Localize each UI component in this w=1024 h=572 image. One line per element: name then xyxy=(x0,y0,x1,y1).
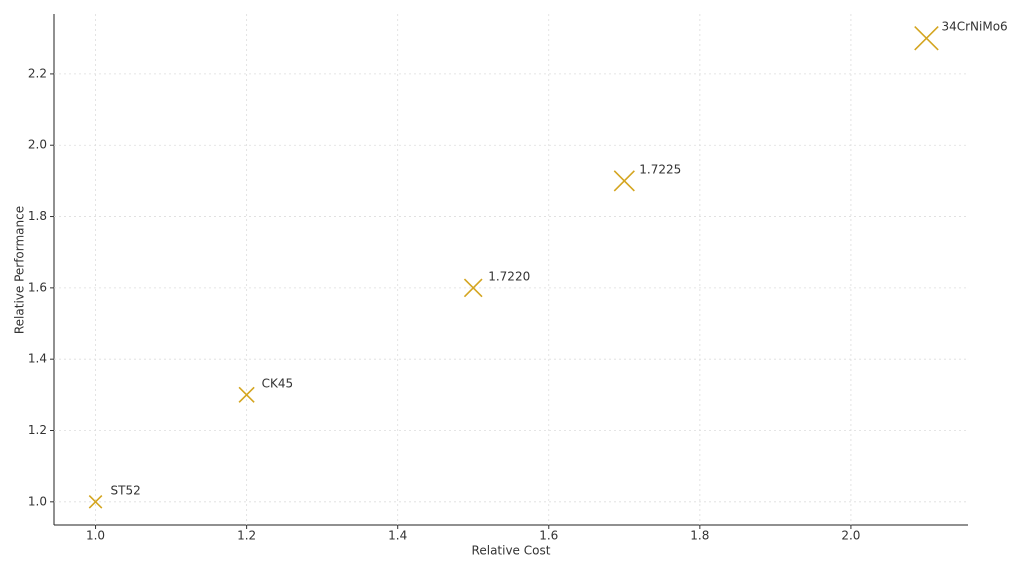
point-label: 1.7225 xyxy=(639,162,681,176)
x-tick-label: 2.0 xyxy=(841,529,860,543)
point-label: CK45 xyxy=(262,376,294,390)
y-tick-label: 2.2 xyxy=(28,66,47,80)
y-tick-label: 1.6 xyxy=(28,280,47,294)
y-tick-label: 1.0 xyxy=(28,494,47,508)
x-tick-label: 1.6 xyxy=(539,529,558,543)
y-axis-label: Relative Performance xyxy=(13,206,27,334)
y-tick-label: 2.0 xyxy=(28,138,47,152)
point xyxy=(463,278,483,298)
point xyxy=(613,170,635,192)
point xyxy=(238,386,255,403)
y-tick-label: 1.8 xyxy=(28,209,47,223)
x-tick-label: 1.4 xyxy=(388,529,407,543)
x-tick-label: 1.0 xyxy=(86,529,105,543)
point-label: 1.7220 xyxy=(488,269,530,283)
x-axis-label: Relative Cost xyxy=(472,544,551,558)
y-tick-label: 1.4 xyxy=(28,352,47,366)
x-tick-label: 1.8 xyxy=(690,529,709,543)
point xyxy=(88,494,103,509)
point-label: 34CrNiMo6 xyxy=(941,20,1007,34)
point xyxy=(914,25,939,51)
x-tick-label: 1.2 xyxy=(237,529,256,543)
point-label: ST52 xyxy=(111,483,141,497)
y-tick-label: 1.2 xyxy=(28,423,47,437)
